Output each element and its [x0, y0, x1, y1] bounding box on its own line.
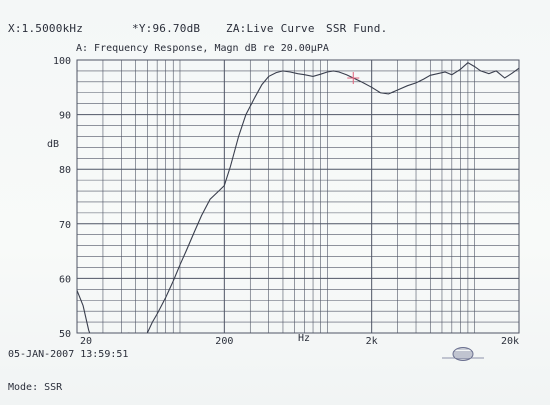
cursor-layer	[347, 72, 360, 85]
y-tick-label: 70	[59, 220, 71, 231]
response-curve	[77, 62, 519, 333]
chart-grid	[76, 59, 520, 334]
bruel-kjaer-logo-icon	[442, 347, 484, 361]
x-tick-label: 20	[80, 336, 92, 347]
y-cursor-readout: *Y:96.70dB	[132, 22, 201, 35]
x-tick-label: 2k	[366, 336, 378, 347]
x-tick-label: 200	[215, 336, 233, 347]
y-axis-label: dB	[47, 139, 59, 150]
timestamp: 05-JAN-2007 13:59:51	[8, 349, 129, 360]
x-axis-label: Hz	[298, 333, 310, 344]
y-tick-label: 100	[53, 56, 71, 67]
curve-label: ZA:Live Curve	[226, 22, 315, 35]
chart-title: A: Frequency Response, Magn dB re 20.00µ…	[76, 43, 329, 54]
mode-footer: Mode: SSR	[8, 382, 63, 393]
y-tick-label: 60	[59, 274, 71, 285]
y-tick-label: 90	[59, 111, 71, 122]
x-cursor-readout: X:1.5000kHz	[8, 22, 84, 35]
x-tick-labels: 20 200 2k 20k	[80, 336, 519, 347]
plot-frame	[76, 59, 520, 334]
y-tick-label: 50	[59, 329, 71, 340]
y-tick-label: 80	[59, 165, 71, 176]
measurement-mode-label: SSR Fund.	[326, 22, 388, 35]
x-tick-label: 20k	[501, 336, 519, 347]
y-tick-labels: 100 90 80 70 60 50	[53, 56, 71, 340]
curve-layer	[77, 62, 519, 333]
